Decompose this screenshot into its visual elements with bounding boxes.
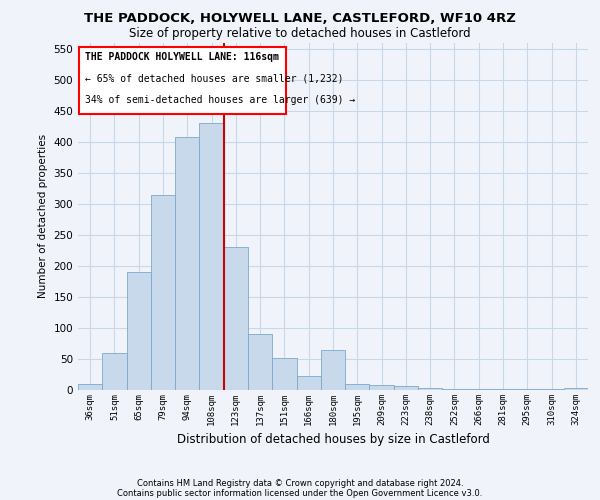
Bar — [467, 389, 491, 390]
Bar — [345, 384, 370, 390]
Bar — [370, 385, 394, 390]
FancyBboxPatch shape — [79, 47, 286, 114]
Bar — [151, 194, 175, 390]
Text: 34% of semi-detached houses are larger (639) →: 34% of semi-detached houses are larger (… — [85, 95, 356, 105]
Y-axis label: Number of detached properties: Number of detached properties — [38, 134, 48, 298]
Bar — [78, 384, 102, 390]
Text: ← 65% of detached houses are smaller (1,232): ← 65% of detached houses are smaller (1,… — [85, 74, 344, 84]
Bar — [175, 137, 199, 390]
Bar — [248, 334, 272, 390]
Bar — [394, 386, 418, 390]
Text: Contains HM Land Registry data © Crown copyright and database right 2024.: Contains HM Land Registry data © Crown c… — [137, 478, 463, 488]
Bar — [127, 272, 151, 390]
Bar — [321, 350, 345, 390]
Bar — [224, 248, 248, 390]
Bar — [564, 388, 588, 390]
X-axis label: Distribution of detached houses by size in Castleford: Distribution of detached houses by size … — [176, 434, 490, 446]
Bar — [418, 388, 442, 390]
Bar — [102, 353, 127, 390]
Bar — [199, 123, 224, 390]
Text: THE PADDOCK, HOLYWELL LANE, CASTLEFORD, WF10 4RZ: THE PADDOCK, HOLYWELL LANE, CASTLEFORD, … — [84, 12, 516, 26]
Bar — [272, 358, 296, 390]
Bar — [296, 376, 321, 390]
Text: THE PADDOCK HOLYWELL LANE: 116sqm: THE PADDOCK HOLYWELL LANE: 116sqm — [85, 52, 279, 62]
Bar — [442, 389, 467, 390]
Text: Contains public sector information licensed under the Open Government Licence v3: Contains public sector information licen… — [118, 488, 482, 498]
Text: Size of property relative to detached houses in Castleford: Size of property relative to detached ho… — [129, 28, 471, 40]
